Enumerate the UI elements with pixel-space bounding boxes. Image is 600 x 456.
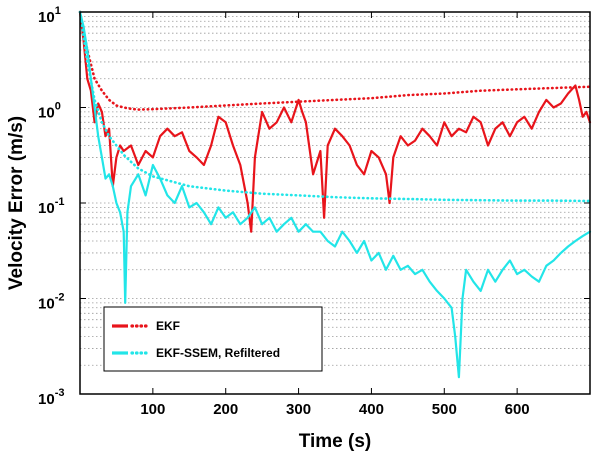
series-line-ekf-ssem-refiltered-dotted [78,10,592,203]
y-tick-label: 101 [38,5,61,26]
grid-lines [80,15,590,366]
x-tick-label: 300 [286,401,311,418]
series-line-ekf-ssem-refiltered-solid [78,10,592,379]
x-axis-ticks: 100 200 300 400 500 600 [140,12,530,418]
legend-entry-ekf: EKF [156,319,180,333]
y-axis-ticks: 10-3 10-2 10-1 100 101 [38,5,590,408]
x-axis-label: Time (s) [299,431,372,452]
legend: EKF EKF-SSEM, Refiltered [103,306,323,372]
y-tick-label: 10-2 [38,292,64,313]
x-tick-label: 400 [359,401,384,418]
x-tick-label: 500 [432,401,457,418]
y-tick-label: 100 [38,101,61,122]
x-tick-label: 100 [140,401,165,418]
series-line-ekf-solid [78,10,592,233]
y-tick-label: 10-1 [38,196,64,217]
x-tick-label: 600 [505,401,530,418]
legend-entry-ekf-ssem-refiltered: EKF-SSEM, Refiltered [156,346,280,360]
plot-series [78,10,592,379]
x-tick-label: 200 [213,401,238,418]
y-tick-label: 10-3 [38,387,64,408]
legend-box [103,306,323,372]
series-line-ekf-dotted [78,10,592,111]
y-axis-label: Velocity Error (m/s) [6,116,27,290]
